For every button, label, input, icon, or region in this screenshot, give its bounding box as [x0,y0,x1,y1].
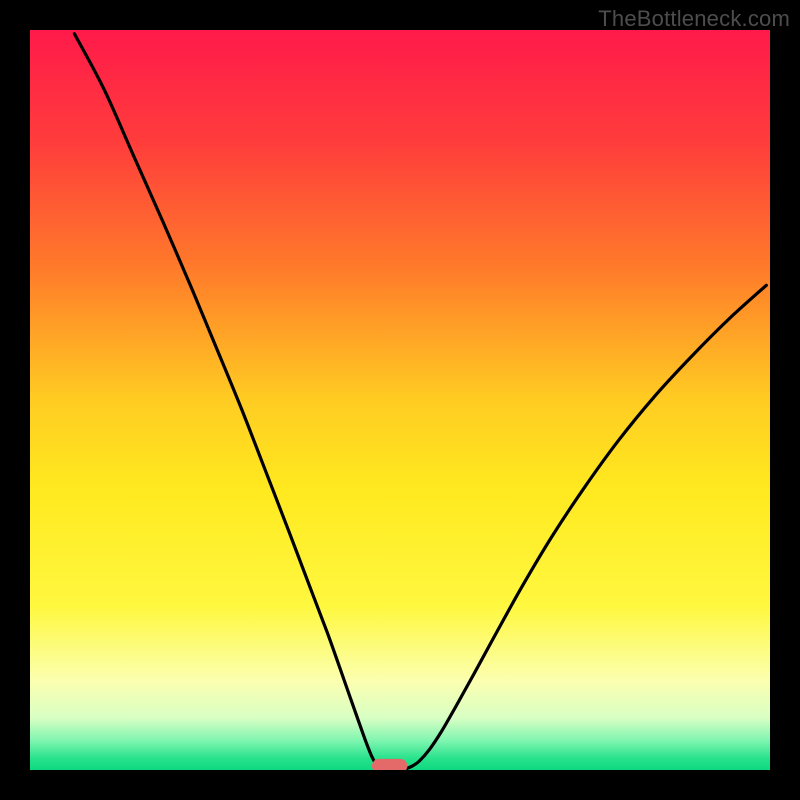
bottleneck-chart [30,30,770,770]
chart-background [30,30,770,770]
chart-container: TheBottleneck.com [0,0,800,800]
optimal-marker [372,759,408,770]
watermark-text: TheBottleneck.com [598,6,790,32]
